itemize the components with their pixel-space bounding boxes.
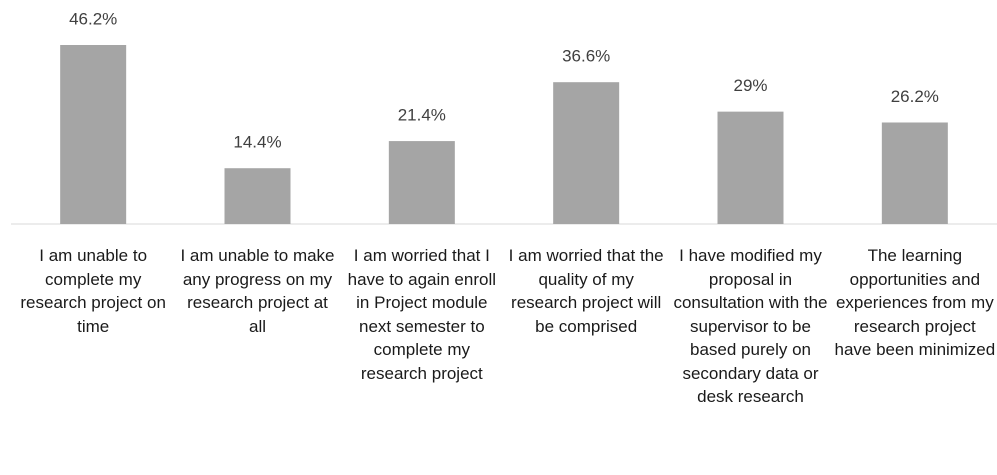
bar	[388, 141, 455, 224]
x-tick-label: I have modified my proposal in consultat…	[673, 246, 828, 406]
x-tick-label: I am worried that the quality of my rese…	[508, 246, 664, 336]
bar	[553, 82, 620, 225]
value-label: 29%	[733, 76, 767, 95]
bar	[60, 45, 127, 224]
value-label: 14.4%	[233, 133, 281, 152]
bar	[224, 168, 291, 224]
value-label: 21.4%	[398, 106, 446, 125]
x-tick-label: I am worried that I have to again enroll…	[347, 246, 497, 383]
value-label: 26.2%	[891, 87, 939, 106]
value-label: 46.2%	[69, 9, 117, 28]
x-tick-label: I am unable to make any progress on my r…	[180, 246, 335, 336]
bar	[717, 111, 784, 224]
x-tick-label: The learning opportunities and experienc…	[834, 246, 996, 359]
x-tick-label: I am unable to complete my research proj…	[20, 246, 166, 336]
bar	[881, 122, 948, 224]
value-label: 36.6%	[562, 47, 610, 66]
